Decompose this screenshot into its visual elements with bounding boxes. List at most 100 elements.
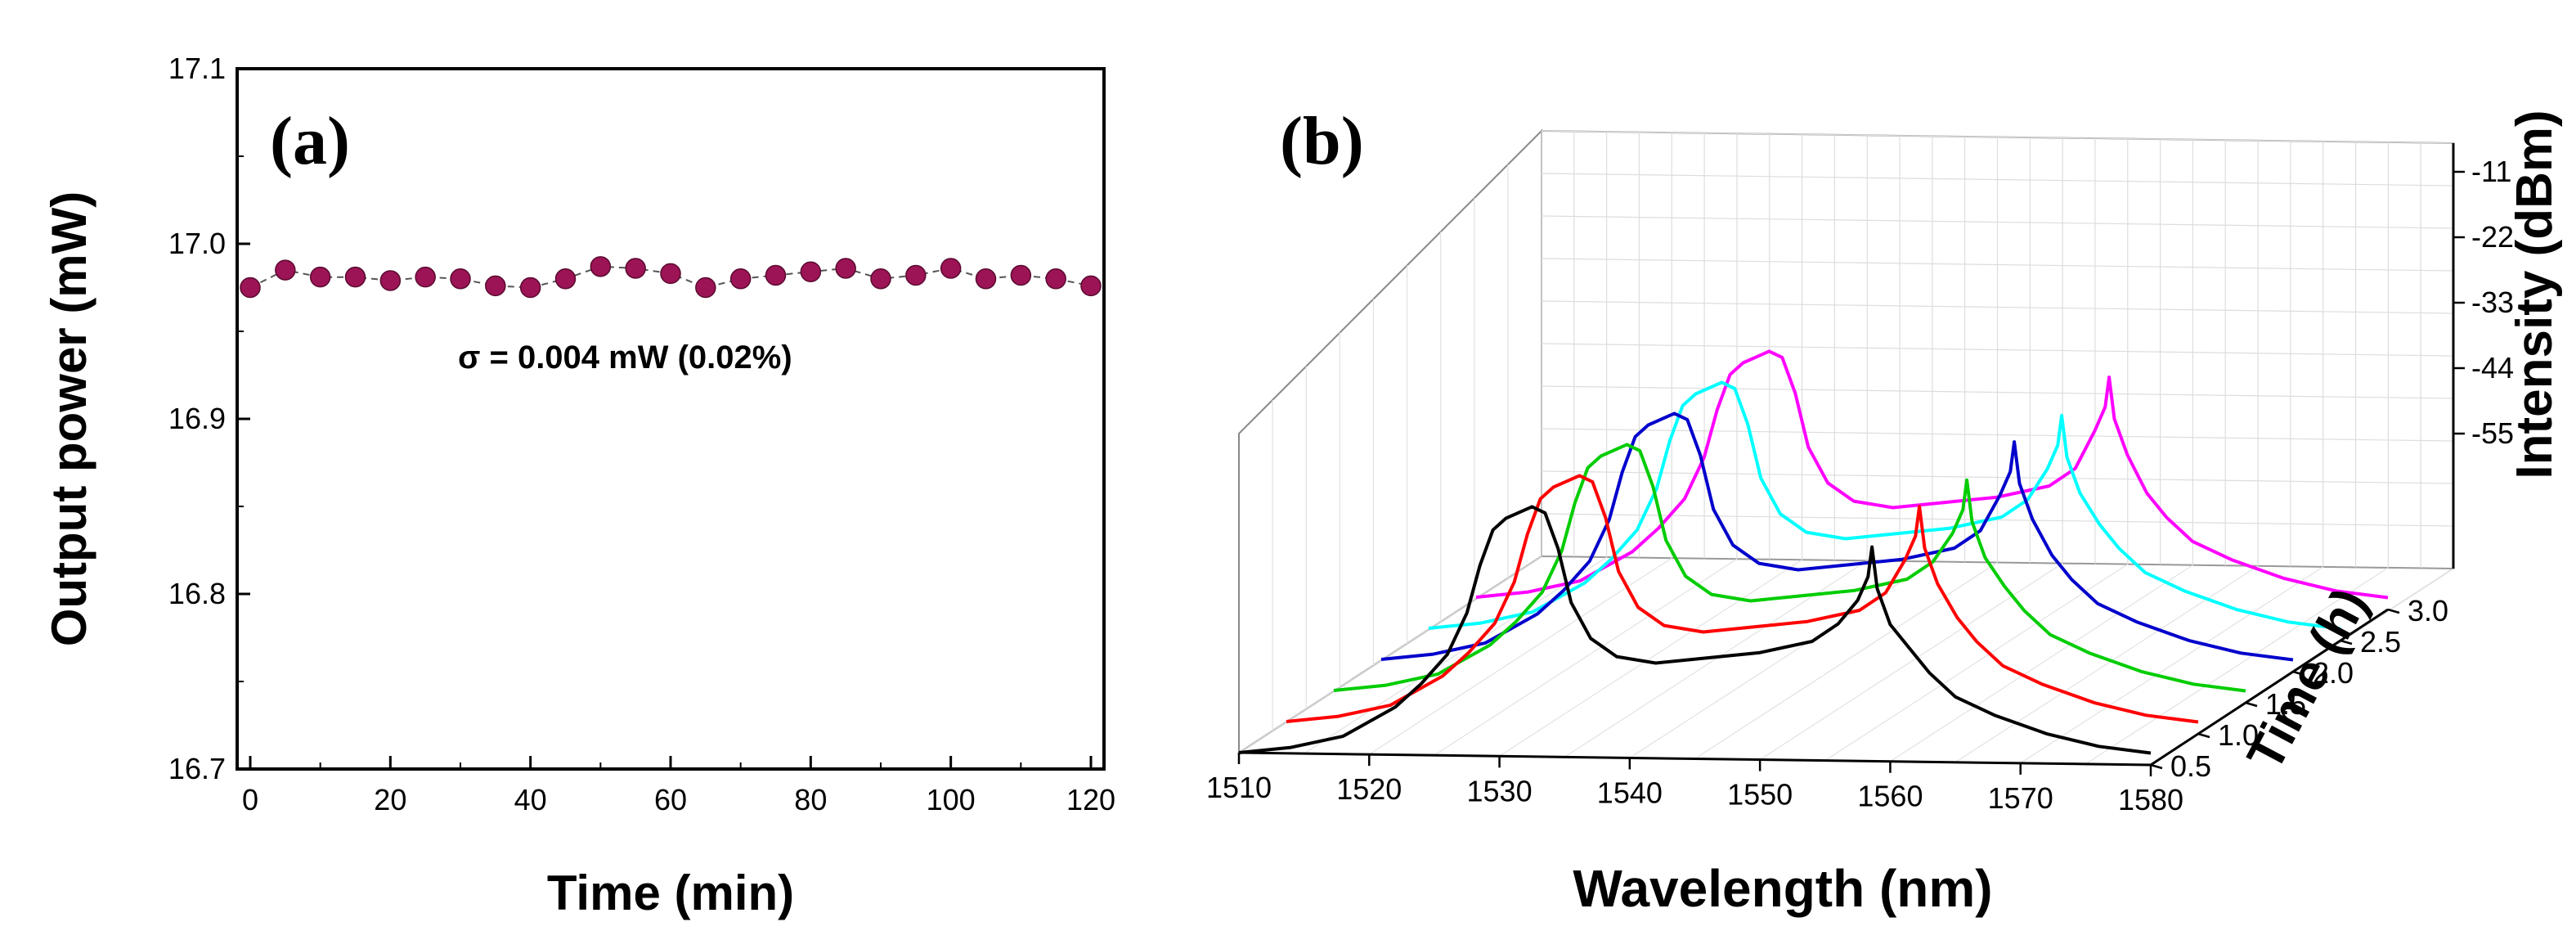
panel-b-floor-gridline: [1694, 561, 1998, 760]
panel-b-zlabel: Intensity (dBm): [2506, 110, 2563, 479]
panel-b-spectrum-line: [1238, 505, 2152, 755]
panel-a-data-point: [485, 275, 506, 297]
panel-a-data-point: [905, 264, 927, 286]
panel-b-xtick-label: 1530: [1467, 774, 1533, 807]
panel-a-xtick-label: 100: [927, 783, 976, 816]
panel-b-ztick-label: -22: [2471, 220, 2514, 254]
panel-a-data-point: [695, 277, 716, 299]
panel-b-ztick-label: -55: [2471, 416, 2514, 450]
panel-a-data-point: [275, 259, 296, 281]
panel-a-xtick-label: 40: [514, 783, 547, 816]
panel-b-xtick-label: 1540: [1597, 776, 1663, 809]
panel-b-xtick-label: 1550: [1727, 778, 1793, 812]
panel-b-backwall-gridline: [1541, 343, 2454, 357]
panel-b-floor-gridline: [1824, 564, 2129, 762]
panel-b-ytick-mark: [2292, 670, 2305, 677]
panel-a-ytick-label: 16.7: [168, 752, 226, 785]
panel-a-xlabel: Time (min): [547, 866, 794, 920]
panel-b-ytick-label: 0.5: [2170, 749, 2211, 783]
panel-a-ytick-label: 17.0: [168, 227, 226, 260]
panel-a-xtick-label: 80: [794, 783, 827, 816]
panel-b-time-axis-line: [2150, 608, 2389, 767]
panel-b-floor-gridline: [2085, 567, 2389, 765]
panel-a-xtick-label: 0: [242, 783, 258, 816]
panel-a-data-point: [625, 258, 646, 279]
panel-a-data-point: [1010, 264, 1032, 286]
panel-b-spectrum-line: [1333, 443, 2246, 693]
panel-b-ytick-label: 1.0: [2218, 718, 2259, 752]
panel-b-xtick-label: 1560: [1857, 780, 1923, 813]
panel-b-spectrum-line: [1380, 412, 2294, 662]
panel-a-data-point: [519, 277, 541, 299]
panel-b-ztick-label: -33: [2471, 286, 2514, 319]
panel-b-backwall-gridline: [1541, 385, 2454, 399]
panel-a-ylabel: Output power (mW): [42, 191, 96, 647]
panel-b-backwall-gridline: [1541, 130, 2454, 144]
panel-b-floor-gridline: [1304, 556, 1607, 754]
panel-b-xtick-label: 1520: [1336, 772, 1402, 806]
panel-b-backwall-gridline: [1541, 428, 2454, 442]
panel-b-ytick-label: 2.0: [2313, 656, 2354, 690]
panel-a-data-point: [729, 268, 752, 290]
panel-a-label: (a): [270, 103, 350, 179]
panel-b-xtick-label: 1510: [1206, 771, 1272, 804]
panel-b-backwall-gridline: [1541, 513, 2454, 527]
panel-b-ytick-mark: [2387, 608, 2400, 614]
panel-a-data-point: [660, 263, 681, 285]
panel-b-backwall-gridline: [1541, 258, 2454, 272]
panel-b-floor-gridline: [2020, 566, 2324, 764]
panel-b-backwall-gridline: [1541, 300, 2454, 314]
panel-b-ytick-label: 2.5: [2360, 625, 2401, 659]
panel-a-ytick-label: 16.8: [168, 577, 226, 610]
panel-a-xtick-label: 20: [374, 783, 406, 816]
panel-a-data-point: [450, 268, 471, 290]
panel-b-xtick-label: 1580: [2118, 783, 2183, 816]
panel-b-ytick-label: 3.0: [2408, 594, 2448, 627]
panel-a-data-point: [344, 266, 366, 288]
panel-b-backwall-gridline: [1541, 470, 2454, 484]
panel-b-spectrum-line: [1475, 349, 2389, 600]
panel-a-data-point: [835, 258, 856, 279]
panel-a-data-point: [554, 268, 577, 290]
panel-a-frame: [236, 67, 1106, 771]
panel-b-floor-gridline: [1368, 557, 1672, 755]
panel-a-data-point: [870, 268, 891, 290]
panel-b-ytick-mark: [2150, 763, 2163, 770]
panel-b-floor-gridline: [1499, 559, 1802, 757]
panel-b-spectrum-line: [1286, 474, 2199, 724]
panel-a-data-point: [765, 264, 787, 286]
panel-b-x-axis-line: [1238, 751, 2152, 767]
panel-a-xtick-label: 120: [1066, 783, 1115, 816]
panel-b-ztick-label: -44: [2471, 351, 2514, 385]
panel-b-ztick-label: -11: [2471, 155, 2511, 188]
panel-a-data-point: [309, 266, 331, 288]
panel-b-floor-gridline: [1434, 558, 1738, 756]
panel-a-data-point: [590, 256, 612, 277]
panel-b-backwall-gridline: [1541, 215, 2454, 229]
panel-a-data-point: [800, 261, 822, 282]
panel-b-backwall-gridline: [1541, 173, 2454, 187]
panel-a-data-point: [240, 277, 261, 299]
panel-a-ytick-label: 17.1: [168, 52, 226, 85]
panel-b-label: (b): [1280, 103, 1364, 179]
panel-a-data-point: [1045, 268, 1066, 290]
panel-b-floor-gridline: [1890, 564, 2193, 762]
panel-a-data-point: [975, 268, 997, 290]
panel-b-ytick-label: 1.5: [2265, 687, 2306, 721]
panel-a-data-point: [415, 266, 436, 288]
panel-b-spectrum-line: [1428, 380, 2341, 631]
panel-a-data-point: [940, 258, 962, 279]
panel-b-ytick-mark: [2197, 732, 2210, 739]
panel-b-ytick-mark: [2340, 639, 2353, 645]
panel-a-xtick-label: 60: [654, 783, 687, 816]
panel-a-data-point: [379, 270, 402, 291]
panel-b-xtick-label: 1570: [1988, 781, 2053, 815]
panel-a-ytick-label: 16.9: [168, 402, 226, 435]
panel-a-data-point: [1080, 275, 1102, 297]
panel-b-chart: (b) 1510 1520 1530 1540 1550 1560 1570 15800.51…: [1206, 103, 2563, 918]
panel-b-ytick-mark: [2245, 701, 2258, 708]
panel-a-annotation: σ = 0.004 mW (0.02%): [458, 340, 792, 376]
panel-b-xlabel: Wavelength (nm): [1573, 859, 1992, 918]
